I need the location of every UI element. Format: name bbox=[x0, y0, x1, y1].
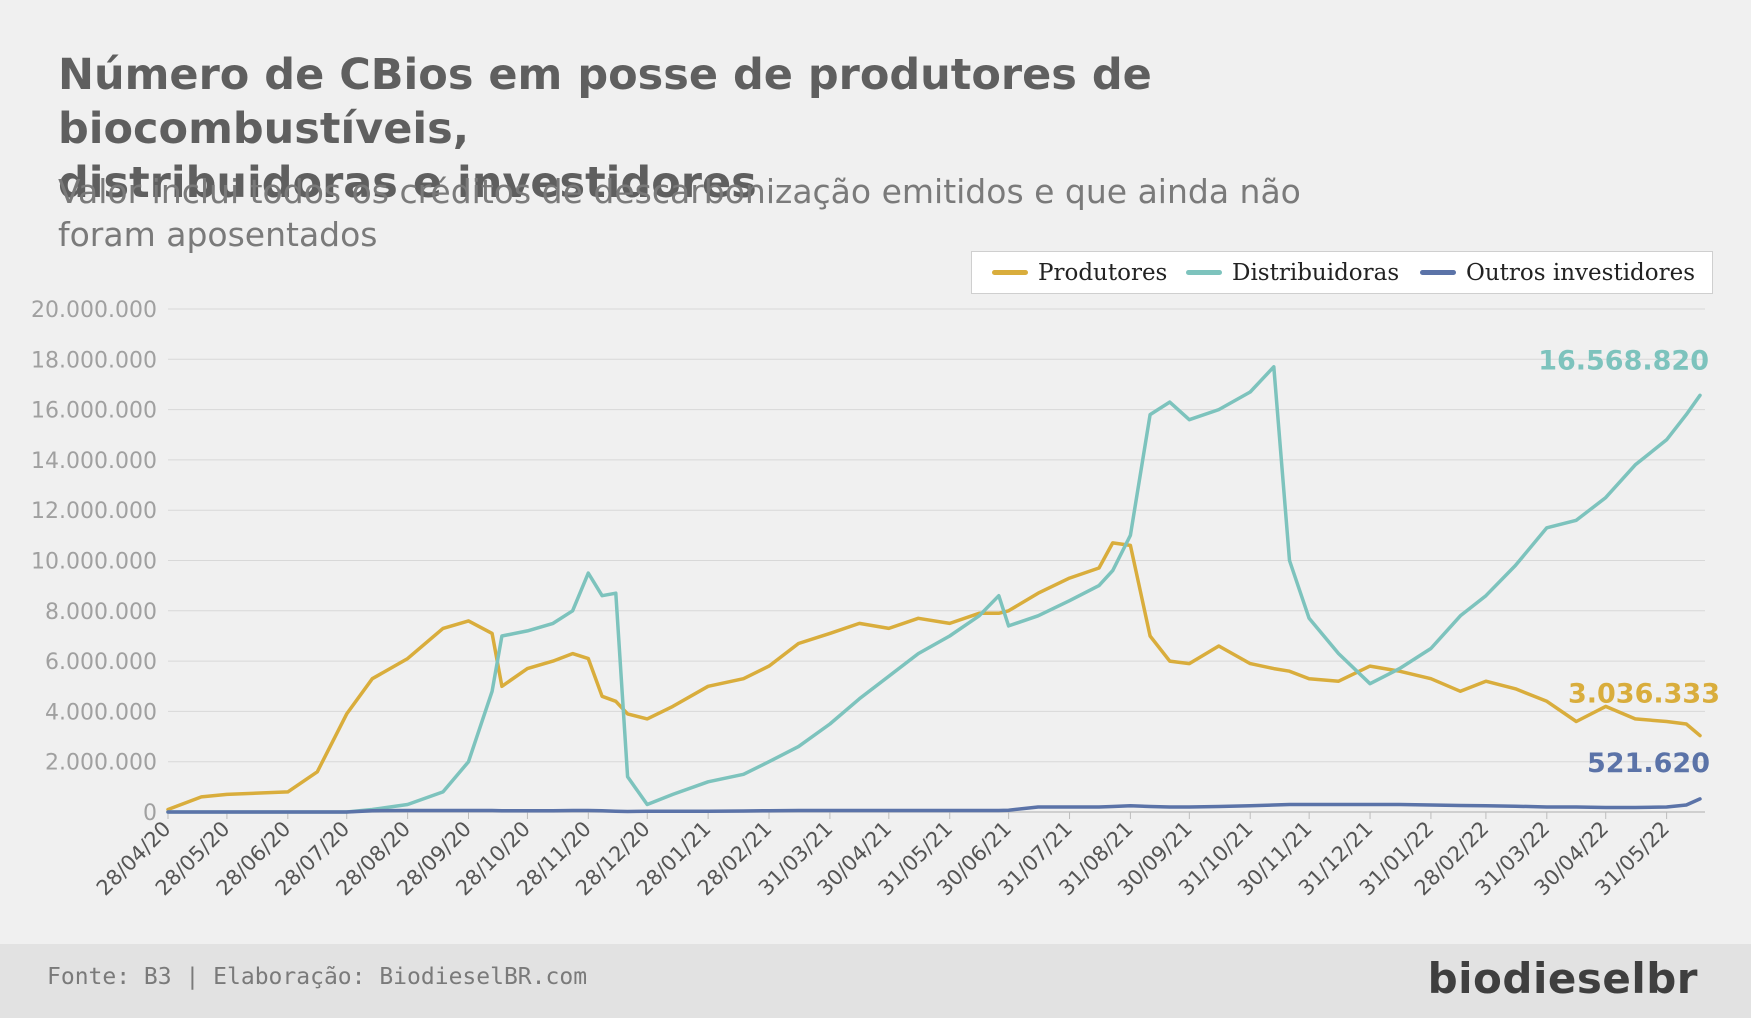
line-chart: 0 2.000.000 4.000.000 6.000.000 8.000.000 10.… bbox=[31, 298, 1720, 900]
biodieselbr-logo: biodieselbr bbox=[1427, 954, 1698, 1003]
legend-label-outros-investidores: Outros investidores bbox=[1466, 259, 1696, 286]
chart-subtitle-line-1: Valor inclui todos os créditos de descar… bbox=[58, 172, 1301, 211]
produtores-line bbox=[166, 541, 1702, 812]
chart-title-line-1: Número de CBios em posse de produtores d… bbox=[58, 50, 1152, 154]
chart-subtitle-line-2: foram aposentados bbox=[58, 215, 378, 254]
legend-swatch-distribuidoras bbox=[1186, 270, 1222, 275]
y-tick-label: 2.000.000 bbox=[45, 751, 157, 776]
y-tick-label: 8.000.000 bbox=[45, 600, 157, 625]
legend-item-outros-investidores[interactable]: Outros investidores bbox=[1420, 252, 1695, 293]
chart-legend: Produtores Distribuidoras Outros investi… bbox=[971, 251, 1713, 294]
distribuidoras-line bbox=[166, 365, 1702, 814]
legend-label-produtores: Produtores bbox=[1038, 259, 1168, 286]
footer: Fonte: B3 | Elaboração: BiodieselBR.com … bbox=[0, 944, 1751, 1018]
outros-investidores-line bbox=[166, 797, 1702, 814]
source-credit: Fonte: B3 | Elaboração: BiodieselBR.com bbox=[47, 964, 588, 990]
y-tick-label: 16.000.000 bbox=[31, 399, 157, 424]
chart-title-line-2: distribuidoras e investidores bbox=[58, 158, 757, 208]
y-tick-label: 6.000.000 bbox=[45, 650, 157, 675]
distribuidoras-end-label: 16.568.820 bbox=[1538, 345, 1709, 376]
outros-investidores-end-label: 521.620 bbox=[1587, 748, 1710, 779]
y-tick-label: 14.000.000 bbox=[31, 449, 157, 474]
legend-item-distribuidoras[interactable]: Distribuidoras bbox=[1186, 252, 1399, 293]
legend-label-distribuidoras: Distribuidoras bbox=[1232, 259, 1400, 286]
legend-swatch-produtores bbox=[992, 270, 1028, 275]
y-tick-label: 12.000.000 bbox=[31, 499, 157, 524]
produtores-end-label: 3.036.333 bbox=[1568, 679, 1720, 710]
chart-title: Número de CBios em posse de produtores d… bbox=[58, 48, 1558, 210]
y-tick-label: 20.000.000 bbox=[31, 298, 157, 323]
legend-item-produtores[interactable]: Produtores bbox=[992, 252, 1167, 293]
y-tick-label: 10.000.000 bbox=[31, 550, 157, 575]
y-tick-label: 18.000.000 bbox=[31, 348, 157, 373]
y-tick-label: 0 bbox=[143, 801, 157, 826]
y-tick-label: 4.000.000 bbox=[45, 700, 157, 725]
legend-swatch-outros-investidores bbox=[1420, 270, 1456, 275]
chart-subtitle: Valor inclui todos os créditos de descar… bbox=[58, 170, 1458, 256]
